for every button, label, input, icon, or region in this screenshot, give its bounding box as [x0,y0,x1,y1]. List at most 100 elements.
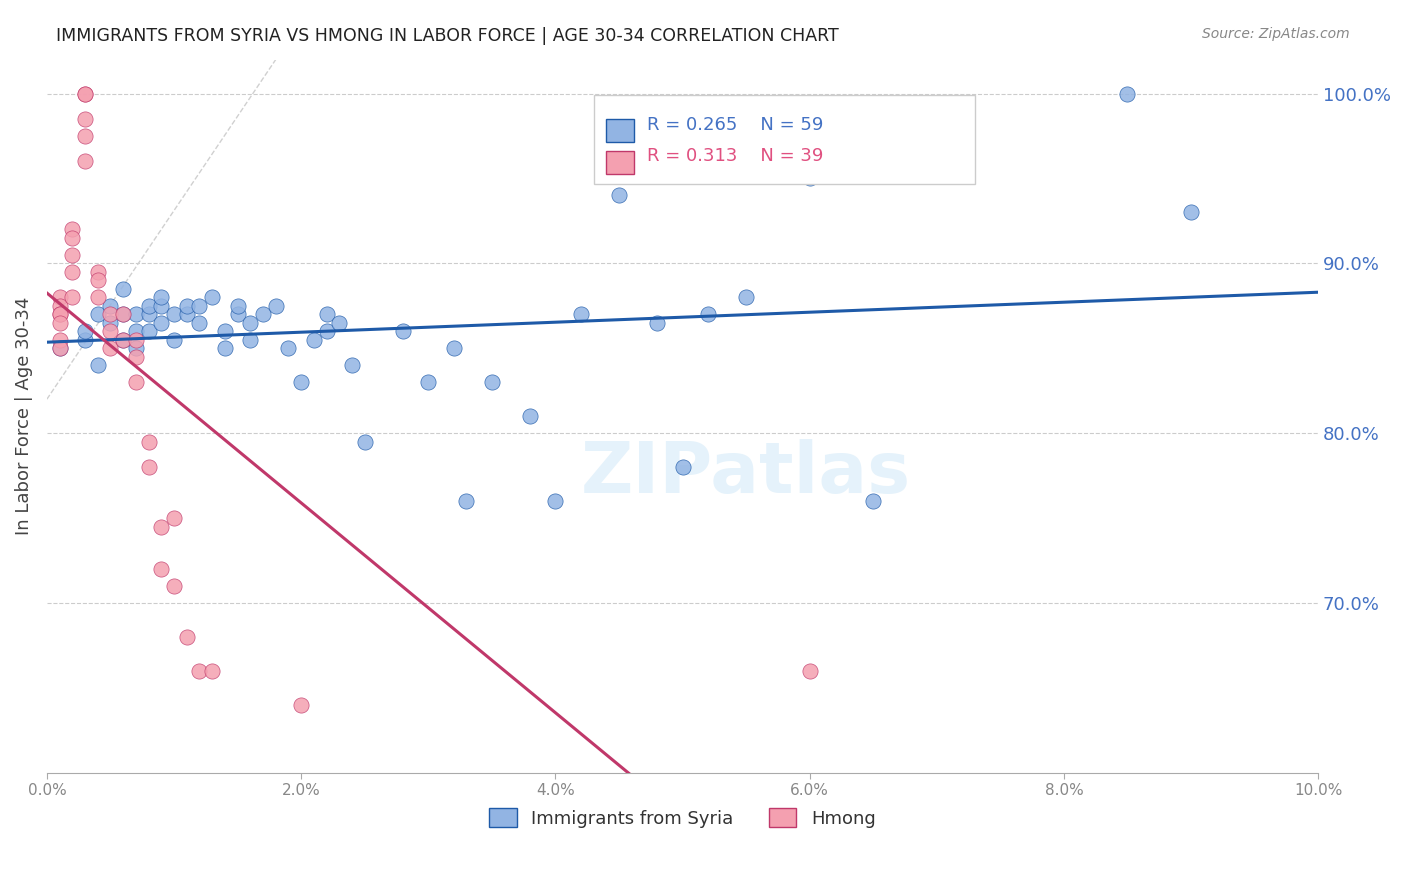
Hmong [73,87,96,101]
Immigrants from Syria [481,375,503,389]
Immigrants from Syria [862,494,884,508]
Immigrants from Syria [138,307,160,321]
Immigrants from Syria [201,290,224,304]
Immigrants from Syria [607,188,630,202]
Immigrants from Syria [328,316,350,330]
Immigrants from Syria [290,375,312,389]
Immigrants from Syria [226,299,249,313]
Hmong [125,350,148,364]
Hmong [201,664,224,678]
Immigrants from Syria [239,316,262,330]
Hmong [112,333,135,347]
Immigrants from Syria [264,299,287,313]
Hmong [48,341,70,355]
Hmong [150,519,173,533]
Immigrants from Syria [48,341,70,355]
Immigrants from Syria [125,341,148,355]
Hmong [188,664,211,678]
Immigrants from Syria [138,324,160,338]
Immigrants from Syria [150,299,173,313]
Hmong [100,324,122,338]
Immigrants from Syria [163,333,186,347]
Hmong [73,154,96,169]
Hmong [163,511,186,525]
Hmong [138,434,160,449]
Immigrants from Syria [392,324,415,338]
Hmong [60,222,83,236]
Immigrants from Syria [519,409,541,424]
Hmong [290,698,312,712]
Hmong [48,307,70,321]
Text: R = 0.313    N = 39: R = 0.313 N = 39 [647,147,824,165]
Immigrants from Syria [315,307,337,321]
Hmong [125,333,148,347]
Immigrants from Syria [100,316,122,330]
Immigrants from Syria [87,307,110,321]
Hmong [87,265,110,279]
Immigrants from Syria [112,333,135,347]
Hmong [48,307,70,321]
Immigrants from Syria [735,290,758,304]
Immigrants from Syria [150,290,173,304]
Immigrants from Syria [569,307,592,321]
Legend: Immigrants from Syria, Hmong: Immigrants from Syria, Hmong [482,801,883,835]
Hmong [176,630,198,644]
Immigrants from Syria [1116,87,1139,101]
Immigrants from Syria [645,316,668,330]
Immigrants from Syria [671,460,693,475]
Hmong [48,316,70,330]
Immigrants from Syria [163,307,186,321]
Text: ZIPatlas: ZIPatlas [581,439,911,508]
Immigrants from Syria [353,434,375,449]
Immigrants from Syria [697,307,720,321]
Immigrants from Syria [1180,205,1202,219]
Immigrants from Syria [125,324,148,338]
Immigrants from Syria [73,333,96,347]
Immigrants from Syria [176,299,198,313]
Hmong [60,265,83,279]
Immigrants from Syria [138,299,160,313]
Y-axis label: In Labor Force | Age 30-34: In Labor Force | Age 30-34 [15,297,32,535]
Immigrants from Syria [340,358,363,372]
Immigrants from Syria [73,324,96,338]
Immigrants from Syria [112,307,135,321]
Immigrants from Syria [176,307,198,321]
Immigrants from Syria [418,375,440,389]
Text: Source: ZipAtlas.com: Source: ZipAtlas.com [1202,27,1350,41]
Hmong [87,273,110,287]
Hmong [100,341,122,355]
FancyBboxPatch shape [606,119,634,142]
Immigrants from Syria [456,494,478,508]
Immigrants from Syria [214,341,236,355]
Hmong [48,299,70,313]
Hmong [163,579,186,593]
Immigrants from Syria [315,324,337,338]
Hmong [100,307,122,321]
Immigrants from Syria [252,307,274,321]
FancyBboxPatch shape [606,151,634,174]
Hmong [112,307,135,321]
Immigrants from Syria [799,171,821,186]
FancyBboxPatch shape [593,95,974,185]
Text: R = 0.265    N = 59: R = 0.265 N = 59 [647,116,824,134]
Hmong [73,128,96,143]
Hmong [125,375,148,389]
Immigrants from Syria [112,282,135,296]
Hmong [87,290,110,304]
Hmong [48,290,70,304]
Hmong [60,231,83,245]
Immigrants from Syria [443,341,465,355]
Immigrants from Syria [239,333,262,347]
Immigrants from Syria [277,341,299,355]
Hmong [73,87,96,101]
Hmong [73,112,96,126]
Text: IMMIGRANTS FROM SYRIA VS HMONG IN LABOR FORCE | AGE 30-34 CORRELATION CHART: IMMIGRANTS FROM SYRIA VS HMONG IN LABOR … [56,27,839,45]
Hmong [48,333,70,347]
Hmong [799,664,821,678]
Immigrants from Syria [125,307,148,321]
Immigrants from Syria [188,316,211,330]
Hmong [60,290,83,304]
Hmong [60,248,83,262]
Hmong [150,562,173,576]
Immigrants from Syria [226,307,249,321]
